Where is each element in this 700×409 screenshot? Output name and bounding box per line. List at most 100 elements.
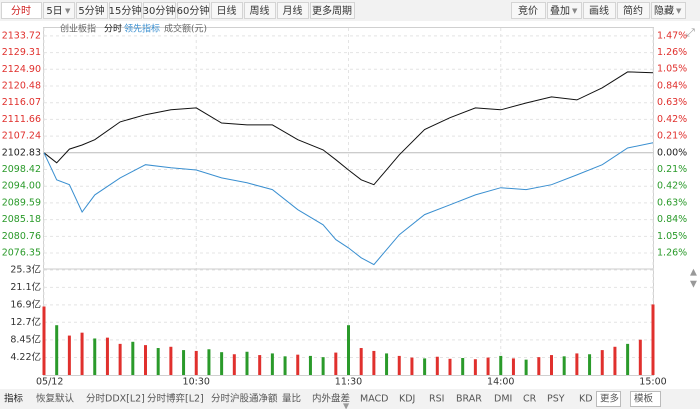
dropdown-caret: ▼ — [676, 7, 682, 15]
volume-bar — [169, 346, 173, 375]
tab[interactable]: 量比 — [282, 393, 301, 405]
vol-tick-label: 21.1亿 — [10, 281, 41, 293]
volume-bar — [270, 353, 274, 375]
tab[interactable]: 恢复默认 — [36, 393, 75, 405]
y-tick-label: 2089.59 — [2, 197, 41, 208]
volume-bar — [220, 352, 224, 375]
button-bg — [511, 2, 546, 19]
y-tick-label: 2133.72 — [2, 30, 41, 41]
button-bg — [143, 2, 176, 19]
tab[interactable]: DMI — [494, 394, 512, 405]
tab[interactable]: MACD — [360, 394, 388, 405]
y-tick-label: 2107.24 — [2, 131, 41, 142]
button-label: 简约 — [623, 4, 643, 17]
y2-tick-label: 0.21% — [657, 164, 687, 175]
button-bg — [1, 2, 42, 19]
volume-bar — [144, 345, 147, 375]
volume-bar — [55, 325, 59, 375]
button-label: 画线 — [589, 4, 609, 17]
y2-tick-label: 1.05% — [657, 231, 687, 242]
y2-tick-label: 1.05% — [657, 64, 687, 75]
x-tick-label: 10:30 — [183, 377, 210, 388]
y2-tick-label: 0.21% — [657, 131, 687, 142]
toolbar-button[interactable]: 更多周期 — [310, 2, 355, 19]
toolbar-button[interactable]: 周线 — [244, 2, 276, 19]
toolbar-button[interactable]: 简约 — [617, 2, 650, 19]
volume-bar — [410, 357, 414, 375]
button-label: 分时 — [11, 5, 31, 17]
tab[interactable]: PSY — [547, 394, 565, 405]
collapse-arrow[interactable]: ▼ — [343, 402, 350, 409]
toolbar-button[interactable]: 分时 — [1, 2, 42, 19]
legend-series: 领先指标 — [124, 23, 160, 35]
tab[interactable]: 指标 — [4, 393, 24, 405]
button-label: 叠加 — [550, 5, 570, 17]
vol-tick-label: 4.22亿 — [10, 351, 41, 363]
tab[interactable]: 模板 — [634, 393, 654, 405]
button-label: 周线 — [250, 4, 270, 17]
y-tick-label: 2094.00 — [2, 181, 41, 192]
toolbar-button[interactable]: 30分钟 — [143, 2, 176, 19]
toolbar-button[interactable]: 月线 — [277, 2, 309, 19]
button-label: 月线 — [283, 4, 303, 17]
tab[interactable]: 分时沪股通净额 — [211, 393, 278, 405]
button-label: 更多周期 — [312, 4, 352, 17]
volume-bar — [575, 353, 579, 375]
toolbar-button[interactable]: 15分钟 — [109, 2, 142, 19]
y-tick-label: 2098.42 — [2, 164, 41, 175]
button-label: 竞价 — [518, 4, 538, 17]
tab[interactable]: CR — [523, 394, 537, 405]
tab[interactable]: 内外盘差 — [312, 393, 350, 405]
volume-bar — [385, 353, 389, 375]
toolbar-button[interactable]: 叠加 ▼ — [547, 2, 582, 19]
y2-tick-label: 0.42% — [657, 181, 687, 192]
volume-bar — [397, 355, 401, 375]
y2-tick-label: 0.84% — [657, 80, 687, 91]
volume-bar — [499, 355, 503, 375]
volume-bar — [321, 357, 325, 375]
button-label: 5日 — [46, 6, 62, 17]
volume-bar — [638, 339, 642, 375]
y2-tick-label: 0.63% — [657, 197, 687, 208]
vol-tick-label: 25.3亿 — [10, 264, 41, 276]
tab[interactable]: KDJ — [399, 394, 415, 405]
tab[interactable]: 分时DDX[L2] — [86, 393, 145, 405]
volume-bar — [207, 349, 211, 375]
y-tick-label: 2116.07 — [2, 97, 41, 108]
volume-bar — [93, 338, 97, 375]
volume-bar — [182, 350, 186, 375]
volume-bar — [486, 357, 490, 375]
toolbar-button[interactable]: 画线 — [583, 2, 616, 19]
y-tick-label: 2124.90 — [2, 64, 41, 75]
volume-bar — [118, 343, 122, 375]
scroll-up[interactable]: ▲ — [690, 268, 697, 278]
tab[interactable]: KD — [579, 394, 593, 405]
y2-tick-label: 0.00% — [657, 147, 687, 158]
toolbar-button[interactable]: 5日 ▼ — [43, 2, 75, 19]
button-bg — [211, 2, 243, 19]
volume-bar — [194, 350, 198, 375]
button-label: 5分钟 — [78, 4, 104, 17]
scroll-down[interactable]: ▼ — [690, 280, 697, 290]
toolbar-button[interactable]: 竞价 — [511, 2, 546, 19]
expand-icon[interactable]: ⤢ — [686, 26, 695, 39]
button-bg — [177, 2, 210, 19]
y-tick-label: 2120.48 — [2, 80, 41, 91]
y-tick-label: 2111.66 — [2, 114, 41, 125]
tab[interactable]: RSI — [429, 394, 444, 405]
volume-bar — [359, 348, 363, 375]
tab[interactable]: 更多 — [600, 393, 619, 405]
volume-bar — [308, 355, 312, 375]
volume-bar — [613, 346, 617, 375]
toolbar-button[interactable]: 5分钟 — [76, 2, 108, 19]
x-tick-label: 11:30 — [335, 377, 362, 388]
button-label: 15分钟 — [109, 4, 142, 17]
y2-tick-label: 1.47% — [657, 30, 687, 41]
toolbar-button[interactable]: 60分钟 — [177, 2, 210, 19]
volume-bar — [283, 356, 287, 375]
toolbar-button[interactable]: 隐藏 ▼ — [651, 2, 686, 19]
tab[interactable]: 分时博弈[L2] — [147, 393, 204, 405]
toolbar-button[interactable]: 日线 — [211, 2, 243, 19]
tab[interactable]: BRAR — [456, 394, 482, 405]
